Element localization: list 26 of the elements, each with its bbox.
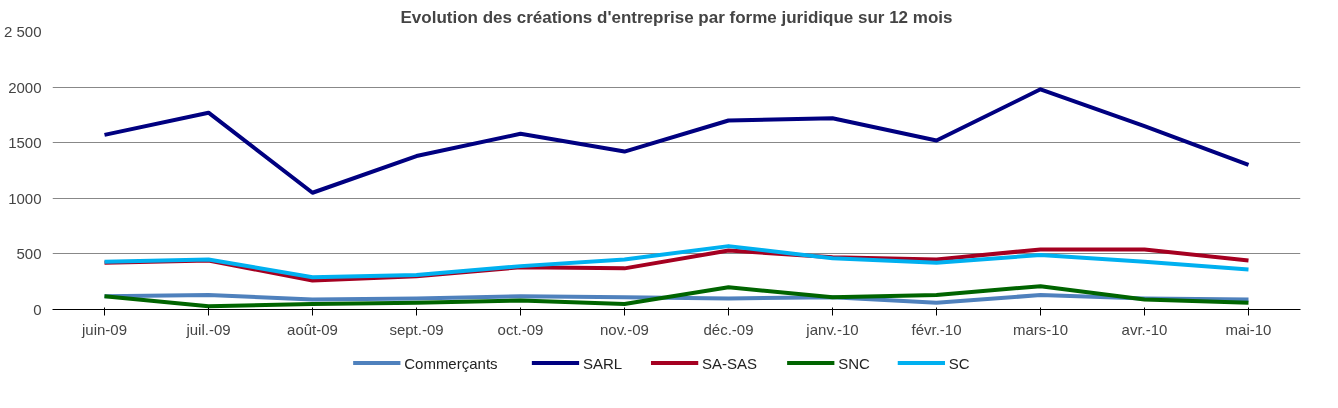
x-tick-label: août-09 <box>287 320 338 338</box>
x-tick-label: juin-09 <box>80 320 128 338</box>
chart-title: Evolution des créations d'entreprise par forme juridique sur 12 mois <box>400 7 953 27</box>
y-tick-label: 1500 <box>8 134 42 152</box>
x-tick-label: mars-10 <box>1012 320 1069 338</box>
line-series <box>102 87 1251 195</box>
legend-label: Commerçants <box>404 354 498 372</box>
legend-label: SARL <box>582 354 623 372</box>
y-tick-label: 500 <box>16 245 42 263</box>
y-tick-label: 2 500 <box>3 23 42 40</box>
x-tick-label: nov.-09 <box>600 320 649 338</box>
legend-label: SA-SAS <box>702 354 758 372</box>
line-series <box>102 284 1251 309</box>
x-tick-label: juil.-09 <box>185 320 231 338</box>
x-tick-label: déc.-09 <box>703 320 754 338</box>
y-tick-label: 0 <box>33 301 42 318</box>
x-tick-label: mai-10 <box>1225 320 1272 338</box>
y-tick-label: 2000 <box>8 78 42 96</box>
x-tick-label: avr.-10 <box>1121 320 1168 338</box>
legend-label: SC <box>948 354 970 372</box>
y-tick-label: 1000 <box>8 189 42 207</box>
x-tick-label: oct.-09 <box>497 320 544 338</box>
legend-label: SNC <box>838 354 871 372</box>
x-tick-label: janv.-10 <box>805 320 859 338</box>
x-tick-label: févr.-10 <box>911 320 962 338</box>
x-tick-label: sept.-09 <box>389 320 444 338</box>
